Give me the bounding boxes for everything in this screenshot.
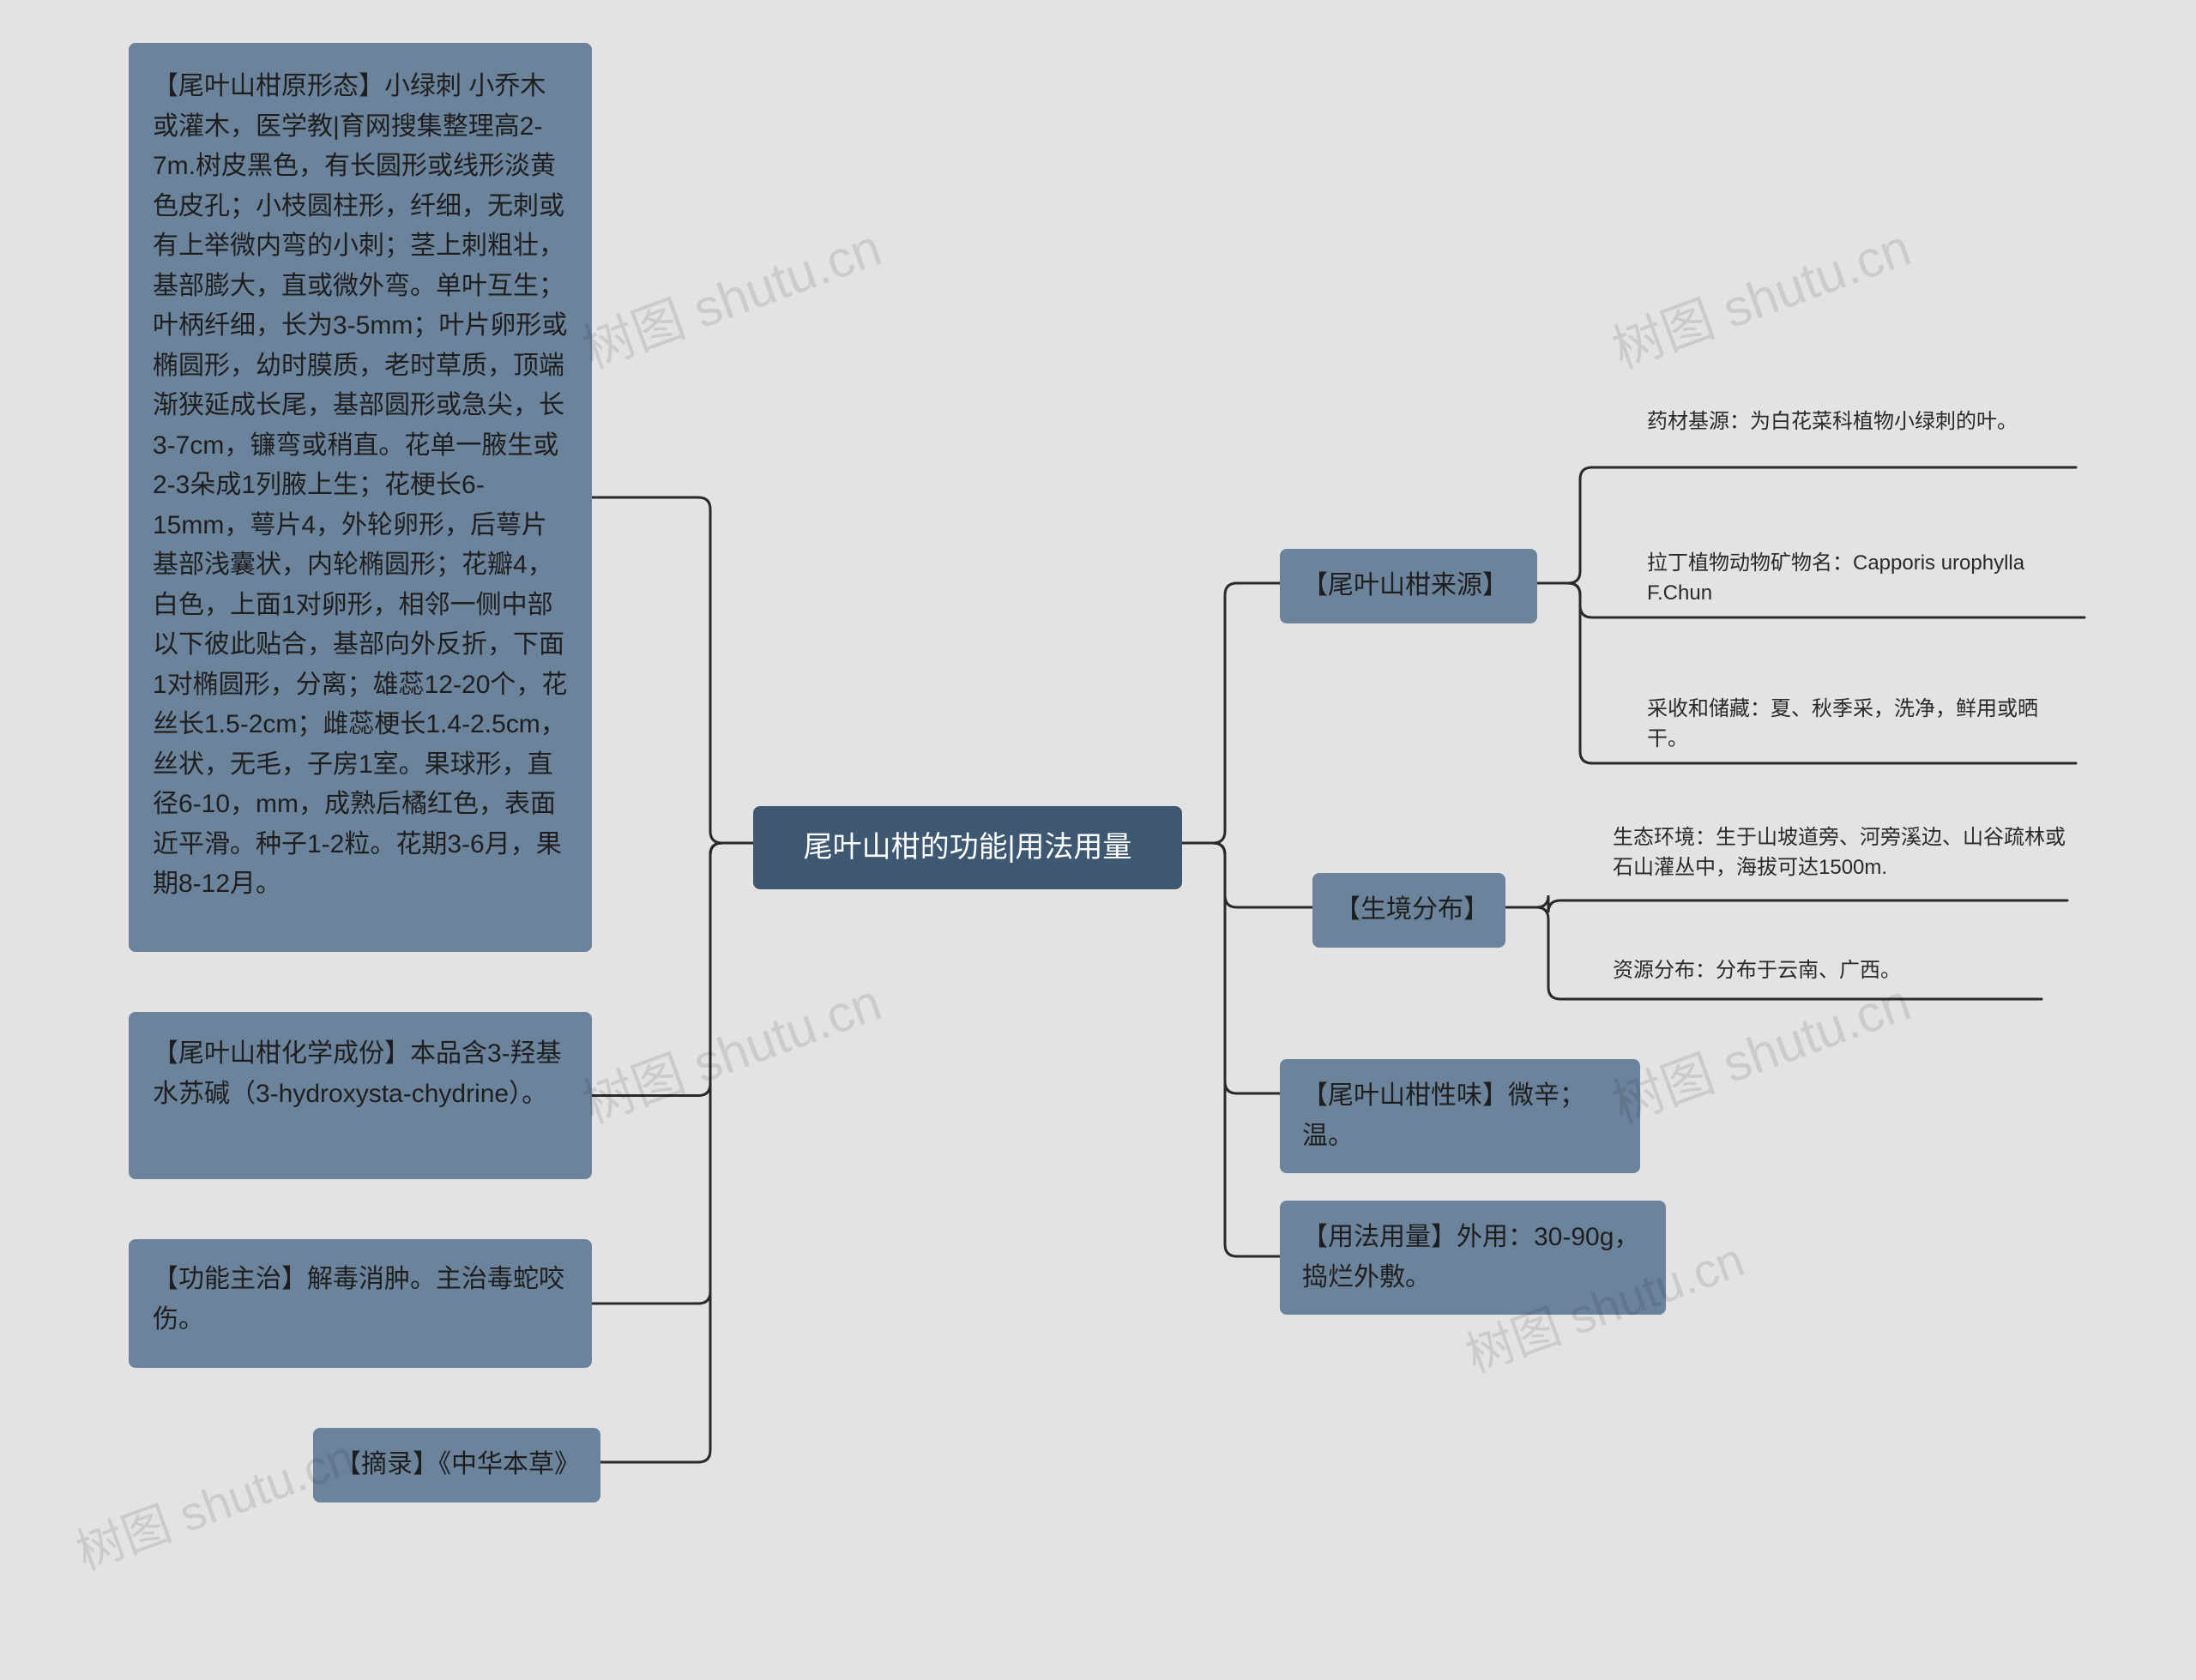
node-habitat: 【生境分布】	[1312, 873, 1505, 948]
node-chemistry: 【尾叶山柑化学成份】本品含3-羟基水苏碱（3-hydroxysta-chydri…	[129, 1012, 592, 1179]
node-excerpt: 【摘录】《中华本草》	[313, 1428, 600, 1502]
watermark: 树图 shutu.cn	[571, 960, 890, 1137]
leaf-source-2: 拉丁植物动物矿物名：Capporis urophylla F.Chun	[1647, 549, 2084, 617]
node-usage: 【用法用量】外用：30-90g，捣烂外敷。	[1280, 1201, 1666, 1315]
root-node: 尾叶山柑的功能|用法用量	[753, 806, 1182, 889]
node-morphology: 【尾叶山柑原形态】小绿刺 小乔木或灌木，医学教|育网搜集整理高2-7m.树皮黑色…	[129, 43, 592, 952]
watermark: 树图 shutu.cn	[1601, 206, 1919, 382]
watermark: 树图 shutu.cn	[571, 206, 890, 382]
leaf-habitat-1: 生态环境：生于山坡道旁、河旁溪边、山谷疏林或石山灌丛中，海拔可达1500m.	[1613, 823, 2067, 900]
leaf-habitat-2: 资源分布：分布于云南、广西。	[1613, 956, 2042, 999]
node-function: 【功能主治】解毒消肿。主治毒蛇咬伤。	[129, 1239, 592, 1368]
mindmap-canvas: 尾叶山柑的功能|用法用量 【尾叶山柑原形态】小绿刺 小乔木或灌木，医学教|育网搜…	[0, 0, 2196, 1680]
leaf-source-1: 药材基源：为白花菜科植物小绿刺的叶。	[1647, 407, 2076, 467]
leaf-source-3: 采收和储藏：夏、秋季采，洗净，鲜用或晒干。	[1647, 695, 2076, 763]
node-taste: 【尾叶山柑性味】微辛；温。	[1280, 1059, 1640, 1173]
node-source: 【尾叶山柑来源】	[1280, 549, 1537, 623]
